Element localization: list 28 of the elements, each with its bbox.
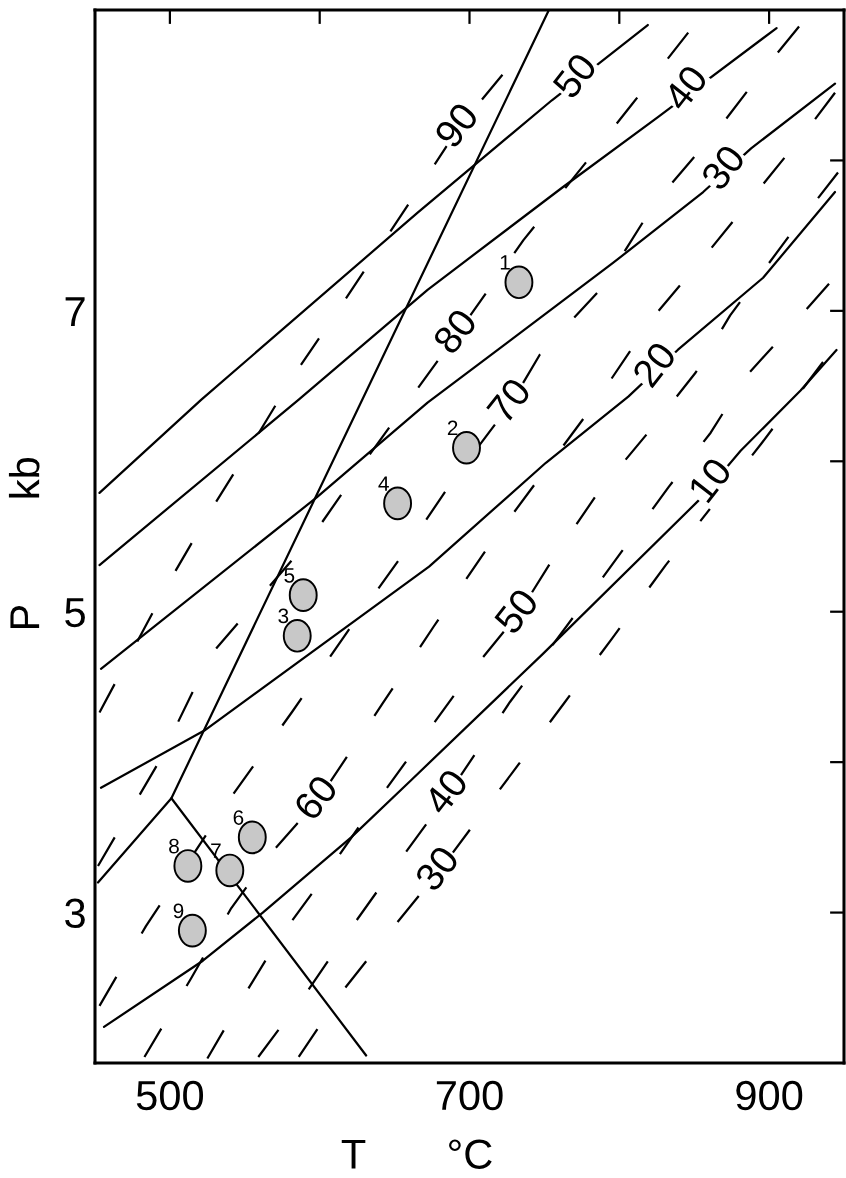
x-tick-label: 700 [436,1080,503,1111]
series-label: 6 [233,810,244,825]
series-label: 2 [447,420,458,436]
annotation: 90 [433,100,480,150]
y-axis-title: P kb [8,457,40,629]
annotation: 60 [292,773,339,822]
series-label: 4 [378,476,389,491]
annotation: 50 [551,51,598,100]
x-tick-label: 500 [136,1080,204,1111]
annotation: 40 [422,767,470,817]
series-label: 5 [284,568,295,583]
annotation: 70 [485,376,533,425]
annotation: 30 [413,844,461,893]
series-label: 1 [500,255,510,270]
annotation: 20 [631,340,678,389]
annotation: 40 [661,63,709,113]
series-label: 8 [169,838,179,854]
series-label: 9 [173,903,184,919]
series-label: 3 [278,608,289,624]
y-tick-label: 5 [65,598,85,628]
x-axis-title: T °C [341,1139,492,1169]
annotation: 80 [431,307,479,356]
annotation: 10 [687,455,733,504]
y-tick-label: 3 [65,898,85,929]
annotation: 50 [493,586,540,636]
y-tick-label: 7 [65,297,85,326]
x-tick-label: 900 [736,1080,803,1111]
annotation: 30 [699,143,747,192]
